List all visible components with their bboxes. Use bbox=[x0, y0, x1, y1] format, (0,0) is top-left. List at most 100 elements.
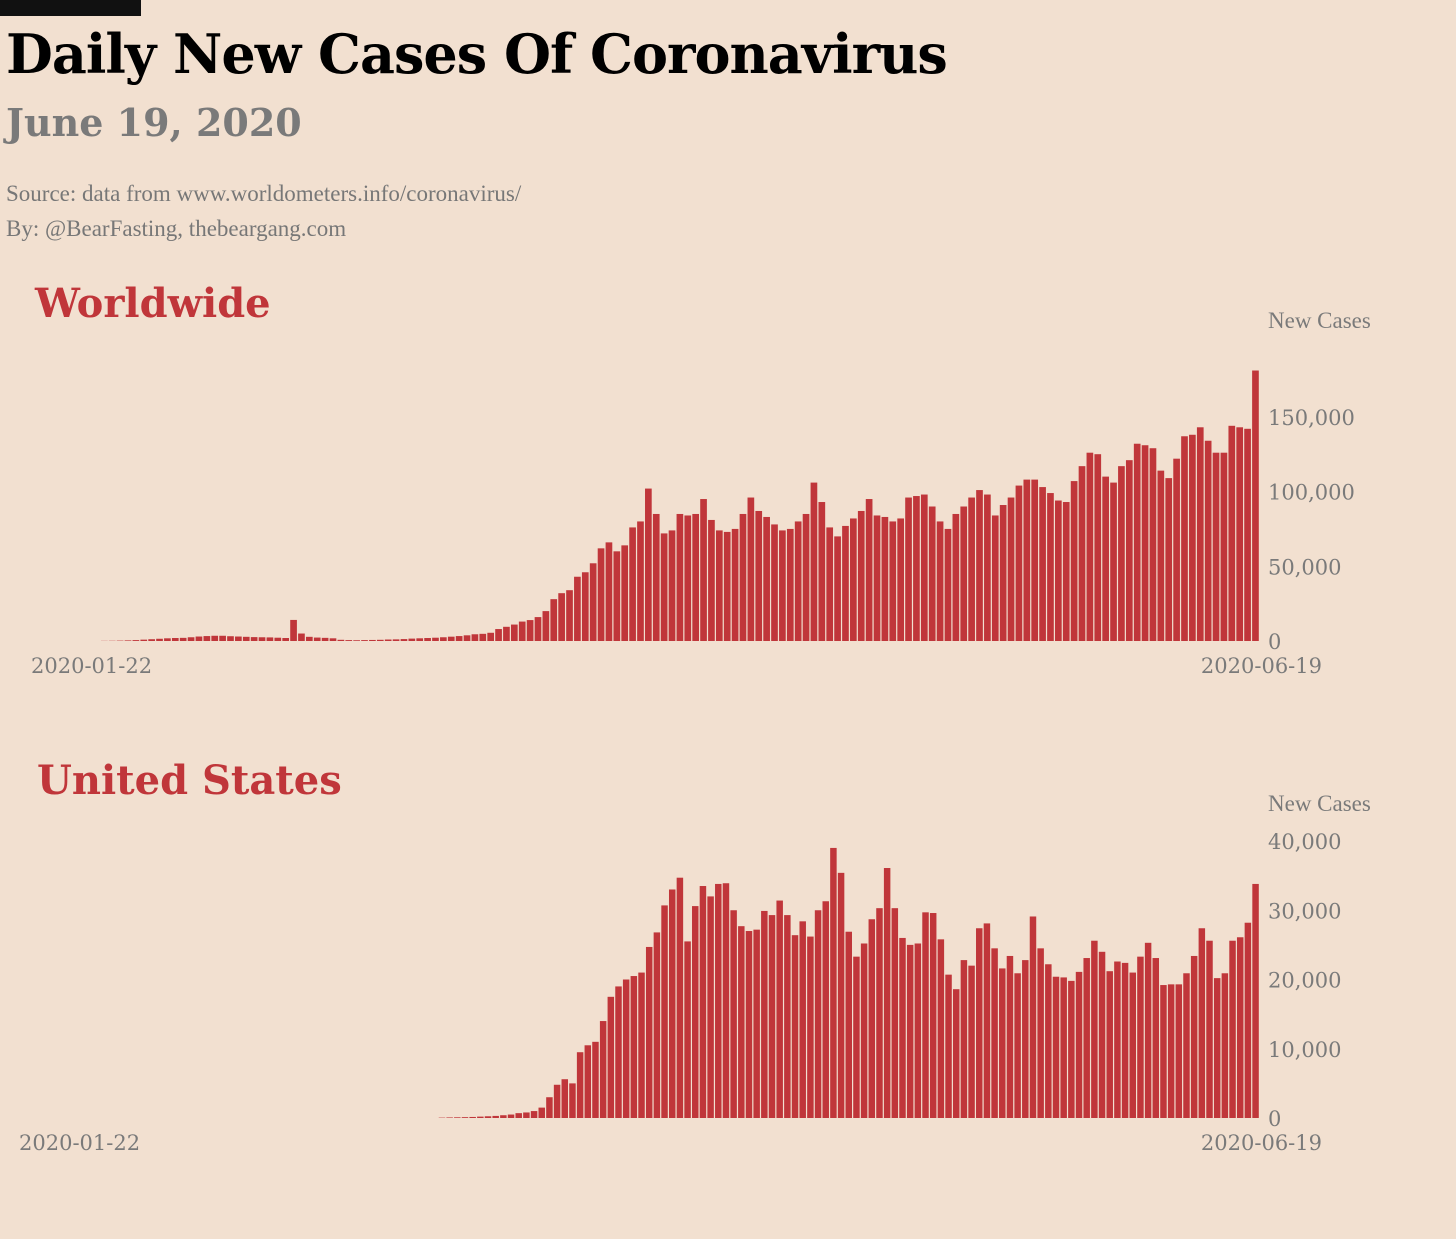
bar bbox=[1198, 928, 1206, 1118]
bar bbox=[440, 637, 447, 641]
bar bbox=[1075, 971, 1083, 1118]
bar bbox=[140, 639, 148, 641]
bar bbox=[1244, 922, 1252, 1118]
bar bbox=[876, 908, 883, 1118]
bar bbox=[668, 530, 676, 641]
bar bbox=[455, 636, 463, 641]
bar bbox=[944, 528, 952, 641]
bar bbox=[321, 637, 329, 641]
bar bbox=[814, 910, 822, 1118]
bar bbox=[784, 915, 791, 1118]
bar bbox=[1144, 942, 1152, 1118]
bar bbox=[637, 521, 644, 641]
bar bbox=[227, 636, 234, 641]
bar bbox=[1007, 497, 1015, 641]
bar bbox=[621, 545, 629, 641]
bar bbox=[928, 506, 936, 641]
bar bbox=[584, 1045, 592, 1118]
bar bbox=[826, 527, 834, 641]
bar bbox=[550, 599, 558, 641]
bar bbox=[661, 905, 668, 1118]
bar bbox=[868, 919, 876, 1118]
bar bbox=[1221, 973, 1229, 1118]
bar bbox=[776, 900, 783, 1118]
bar bbox=[873, 515, 881, 641]
bar bbox=[1252, 883, 1259, 1118]
bar bbox=[1070, 481, 1078, 641]
bar bbox=[1137, 956, 1144, 1118]
bar bbox=[779, 530, 786, 641]
bar bbox=[676, 877, 684, 1118]
bar bbox=[1039, 487, 1046, 641]
bar bbox=[219, 635, 226, 641]
bar bbox=[515, 1113, 522, 1118]
bar bbox=[922, 912, 929, 1118]
bar bbox=[484, 1116, 492, 1118]
united-states-heading: United States bbox=[37, 757, 342, 804]
bar bbox=[566, 590, 573, 641]
bar bbox=[834, 536, 841, 641]
bar bbox=[1167, 984, 1175, 1118]
y-tick-label: 0 bbox=[1268, 630, 1281, 654]
bar bbox=[1165, 478, 1173, 641]
bar bbox=[708, 519, 715, 641]
bar bbox=[960, 960, 968, 1118]
bar bbox=[952, 513, 960, 641]
source-note: Source: data from www.worldometers.info/… bbox=[6, 181, 522, 206]
bar bbox=[807, 936, 814, 1118]
bar bbox=[968, 965, 975, 1118]
bar bbox=[622, 979, 630, 1118]
bar bbox=[1183, 973, 1190, 1118]
bar bbox=[376, 639, 384, 641]
bar bbox=[645, 488, 652, 641]
bar bbox=[960, 506, 968, 641]
bar bbox=[1196, 427, 1204, 641]
bar bbox=[345, 640, 353, 641]
bar bbox=[771, 524, 778, 641]
bar bbox=[495, 629, 502, 641]
bar bbox=[945, 974, 952, 1118]
bar bbox=[1110, 482, 1117, 641]
bar bbox=[860, 943, 868, 1118]
bar bbox=[810, 482, 818, 641]
y-tick-label: 20,000 bbox=[1268, 969, 1341, 993]
bar bbox=[510, 624, 518, 641]
bar bbox=[842, 525, 849, 641]
byline: By: @BearFasting, thebeargang.com bbox=[6, 216, 347, 241]
bar bbox=[652, 513, 660, 641]
bar bbox=[416, 638, 424, 641]
bar bbox=[1045, 964, 1052, 1118]
page-subtitle: June 19, 2020 bbox=[6, 100, 302, 145]
bar bbox=[599, 1021, 607, 1118]
bar bbox=[794, 521, 802, 641]
bar bbox=[722, 883, 730, 1118]
bar bbox=[1152, 958, 1160, 1118]
bar bbox=[1114, 961, 1121, 1118]
x-end-label: 2020-06-19 bbox=[1201, 1131, 1322, 1155]
bar bbox=[1098, 951, 1106, 1118]
bar bbox=[629, 527, 636, 641]
bar bbox=[581, 572, 589, 641]
bar bbox=[546, 1097, 553, 1118]
bar bbox=[503, 626, 510, 641]
bar bbox=[755, 510, 763, 641]
bar bbox=[645, 946, 653, 1118]
bar bbox=[747, 497, 755, 641]
bar bbox=[763, 516, 770, 641]
bar bbox=[471, 634, 479, 641]
bar bbox=[715, 530, 723, 641]
bar bbox=[446, 1117, 453, 1118]
bar bbox=[786, 528, 794, 641]
bar bbox=[723, 531, 731, 641]
bar bbox=[1220, 452, 1228, 641]
bar bbox=[164, 638, 171, 641]
bar bbox=[576, 1052, 584, 1118]
bar bbox=[699, 886, 707, 1118]
bar bbox=[845, 931, 852, 1118]
x-end-label: 2020-06-19 bbox=[1201, 654, 1322, 678]
bar bbox=[1175, 984, 1183, 1118]
bar bbox=[487, 632, 495, 641]
bar bbox=[592, 1041, 599, 1118]
bar bbox=[830, 847, 837, 1118]
bar bbox=[1212, 452, 1220, 641]
